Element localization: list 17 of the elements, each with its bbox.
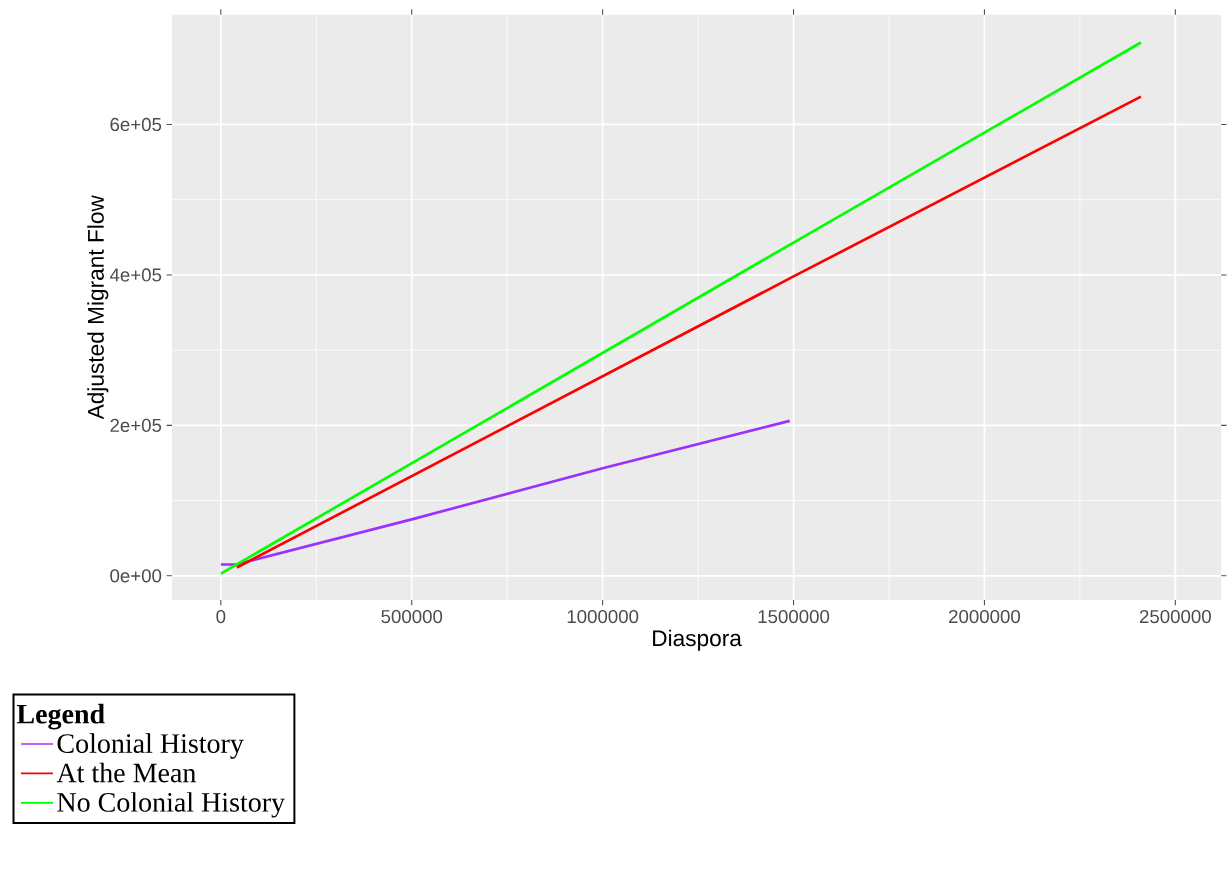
y-axis-title: Adjusted Migrant Flow — [87, 195, 109, 420]
line-series — [219, 419, 792, 566]
y-tick-label: 6e+05 — [110, 117, 162, 132]
legend-label: No Colonial History — [57, 792, 285, 818]
x-tick-label: 1000000 — [567, 610, 639, 624]
x-tick-label: 0 — [216, 610, 226, 624]
legend-label: Colonial History — [57, 733, 244, 759]
x-tick-label: 2000000 — [949, 610, 1021, 624]
y-tick-label: 0e+00 — [110, 569, 162, 583]
x-tick-label: 2500000 — [1139, 610, 1211, 624]
y-tick-label: 2e+05 — [110, 418, 162, 433]
legend-label: At the Mean — [56, 762, 196, 783]
y-tick-label: 4e+05 — [109, 268, 162, 282]
x-axis-title: Diaspora — [653, 629, 742, 651]
x-tick-label: 500000 — [381, 610, 443, 624]
legend-title: Legend — [16, 703, 105, 730]
x-tick-label: 1500000 — [758, 610, 830, 624]
